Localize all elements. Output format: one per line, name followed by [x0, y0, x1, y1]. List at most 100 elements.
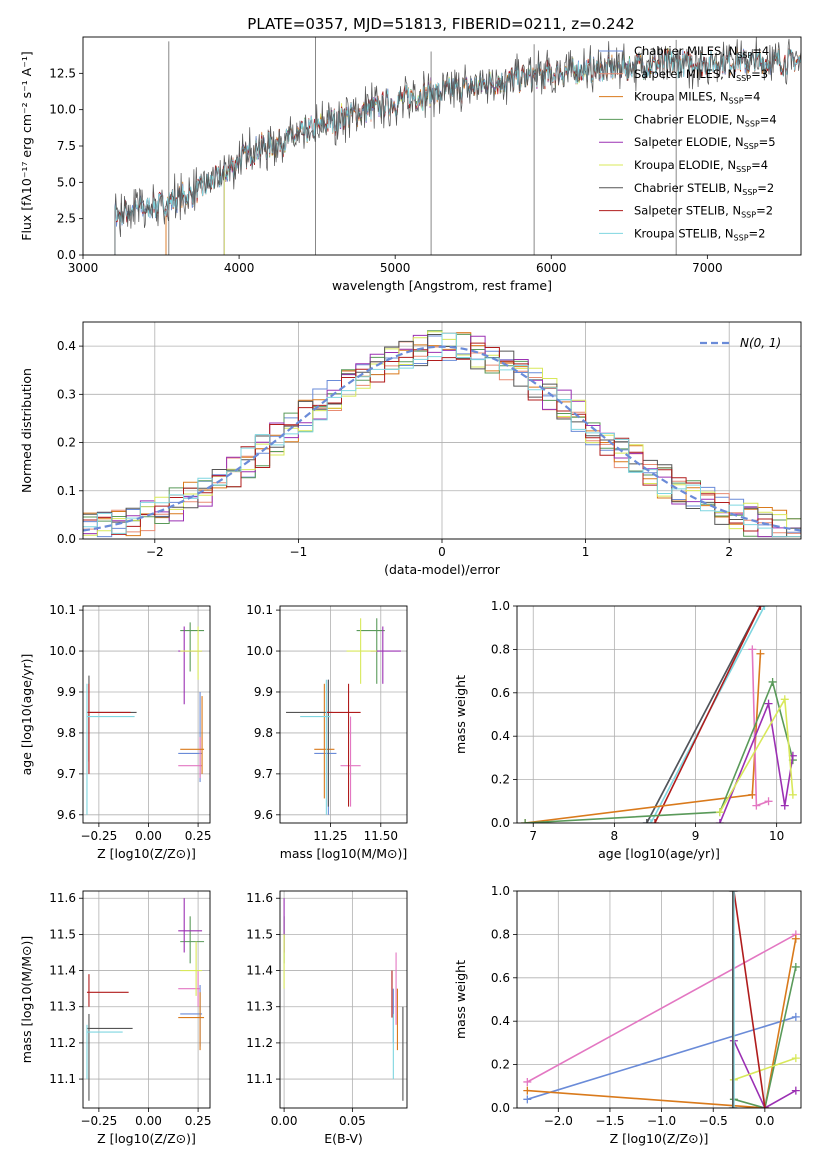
y-tick-label: 11.4: [49, 964, 76, 978]
ticks: 3000 4000 5000 6000 7000 0.0 2.5 5.0 7.5 10.0 12.5: [49, 66, 722, 275]
x-tick-label: 0.05: [339, 1114, 366, 1128]
y-tick-label: 11.3: [49, 1000, 76, 1014]
y-axis-label: age [log10(age/yr)]: [19, 654, 34, 776]
legend-label: Salpeter ELODIE, NSSP=5: [634, 135, 776, 151]
y-tick-label: 0.6: [491, 686, 510, 700]
chart-mass_vs_EBV: 0.00 0.05 11.1 11.2 11.3 11.4 11.5 11.6 E(B-V): [246, 890, 408, 1146]
y-tick-label: 10.0: [49, 103, 76, 117]
normal-curve: [83, 345, 801, 532]
y-tick-label: 11.5: [246, 927, 273, 941]
mass-weight-marker: [788, 790, 797, 799]
spectrum-line: [114, 37, 801, 255]
x-axis-label: Z [log10(Z/Z⊙)]: [610, 1131, 709, 1146]
legend-label: Salpeter MILES, NSSP=3: [634, 67, 768, 83]
mass-weight-marker: [650, 819, 659, 823]
mass-weight-marker: [764, 699, 773, 708]
x-tick-label: 0.00: [135, 829, 162, 843]
y-tick-label: 11.2: [49, 1036, 76, 1050]
y-tick-label: 0.4: [491, 1014, 510, 1028]
y-tick-label: 10.0: [49, 644, 76, 658]
mass-weight-line: [525, 679, 794, 823]
mass-weight-marker: [756, 649, 765, 658]
x-tick-label: 11.25: [313, 829, 347, 843]
y-tick-label: 0.0: [491, 816, 510, 830]
y-axis-label: Flux [fλ10⁻¹⁷ erg cm⁻² s⁻¹ A⁻¹]: [19, 51, 34, 240]
x-axis-label: Z [log10(Z/Z⊙)]: [97, 846, 196, 861]
y-tick-label: 1.0: [491, 884, 510, 898]
mass-weight-marker: [791, 1012, 800, 1021]
y-tick-label: 0.2: [491, 773, 510, 787]
x-tick-label: −1.5: [595, 1114, 624, 1128]
y-axis-label: mass weight: [453, 675, 468, 754]
mass-weight-marker: [768, 677, 777, 686]
page-title: PLATE=0357, MJD=51813, FIBERID=0211, z=0…: [247, 15, 634, 33]
chart-age_vs_mass: 11.25 11.50 9.6 9.7 9.8 9.9 10.0 10.1 mass [log1…: [246, 603, 408, 861]
mass-weight-marker: [521, 819, 530, 823]
x-tick-label: −1.0: [647, 1114, 676, 1128]
mass-weight-marker: [748, 645, 757, 654]
mass-weight-marker: [728, 891, 737, 895]
mass-weight-marker: [791, 934, 800, 943]
plot-area: [114, 37, 801, 255]
x-axis-label: wavelength [Angstrom, rest frame]: [332, 278, 552, 293]
y-tick-label: 0.8: [491, 927, 510, 941]
x-tick-label: 6000: [536, 261, 567, 275]
mass-weight-marker: [791, 962, 800, 971]
mass-weight-line: [733, 966, 797, 1108]
legend-label: Kroupa STELIB, NSSP=2: [634, 226, 765, 242]
y-tick-label: 0.2: [57, 436, 76, 450]
plot-area: [523, 891, 800, 1108]
x-tick-label: 0.25: [185, 1114, 212, 1128]
ticks: −2 −1 0 1 2 0.0 0.1 0.2 0.3 0.4: [57, 339, 733, 559]
mass-weight-marker: [760, 606, 769, 610]
y-tick-label: 9.6: [57, 808, 76, 822]
y-tick-label: 0.2: [491, 1058, 510, 1072]
y-tick-label: 9.6: [254, 808, 273, 822]
mass-weight-line: [526, 933, 797, 1083]
y-tick-label: 0.4: [491, 729, 510, 743]
chart-massweight_vs_Z: −2.0 −1.5 −1.0 −0.5 0.0 0.0 0.2 0.4 0.6 0.8 1.0 Z […: [453, 884, 802, 1146]
axes-frame: [82, 321, 802, 540]
chart-mass_vs_Z: −0.25 0.00 0.25 11.1 11.2 11.3 11.4 11.5 11.6 Z […: [19, 890, 212, 1146]
y-tick-label: 9.9: [57, 685, 76, 699]
x-tick-label: −1: [290, 545, 308, 559]
mass-weight-line: [733, 891, 766, 1108]
mass-weight-line: [646, 606, 762, 823]
axes-frame: [82, 605, 211, 824]
x-axis-label: age [log10(age/yr)]: [598, 846, 720, 861]
legend-label: Kroupa MILES, NSSP=4: [634, 90, 760, 106]
legend-label: Chabrier ELODIE, NSSP=4: [634, 112, 777, 128]
plot-area: [83, 330, 801, 538]
y-axis-label: mass [log10(M/M⊙)]: [19, 936, 34, 1064]
x-tick-label: 0: [438, 545, 446, 559]
y-tick-label: 11.6: [246, 891, 273, 905]
mass-weight-marker: [728, 1104, 737, 1108]
chart-massweight_vs_age: 7 8 9 10 0.0 0.2 0.4 0.6 0.8 1.0 age [log10(age/yr…: [453, 599, 802, 861]
histogram-step: [83, 342, 801, 538]
y-tick-label: 1.0: [491, 599, 510, 613]
mass-weight-marker: [764, 797, 773, 806]
y-tick-label: 7.5: [57, 139, 76, 153]
y-tick-label: 9.7: [254, 767, 273, 781]
spectrum-line: [223, 47, 677, 255]
mass-weight-marker: [780, 801, 789, 810]
y-tick-label: 0.0: [57, 248, 76, 262]
plot-area: [283, 898, 404, 1101]
x-tick-label: 7000: [692, 261, 723, 275]
ticks: −0.25 0.00 0.25 9.6 9.7 9.8 9.9 10.0 10.1: [49, 603, 211, 843]
axes-frame: [82, 36, 802, 256]
y-tick-label: 9.9: [254, 685, 273, 699]
y-tick-label: 12.5: [49, 66, 76, 80]
x-tick-label: 2: [725, 545, 733, 559]
plot-area: [86, 622, 205, 815]
y-tick-label: 0.6: [491, 971, 510, 985]
y-tick-label: 10.1: [246, 603, 273, 617]
x-tick-label: −0.25: [80, 1114, 117, 1128]
histogram-step: [83, 332, 801, 538]
x-tick-label: 11.50: [364, 829, 398, 843]
mass-weight-line: [719, 700, 794, 823]
x-tick-label: 10: [769, 829, 784, 843]
mass-weight-marker: [523, 1077, 532, 1086]
legend: Chabrier MILES, NSSP=4 Salpeter MILES, NS…: [599, 44, 777, 242]
